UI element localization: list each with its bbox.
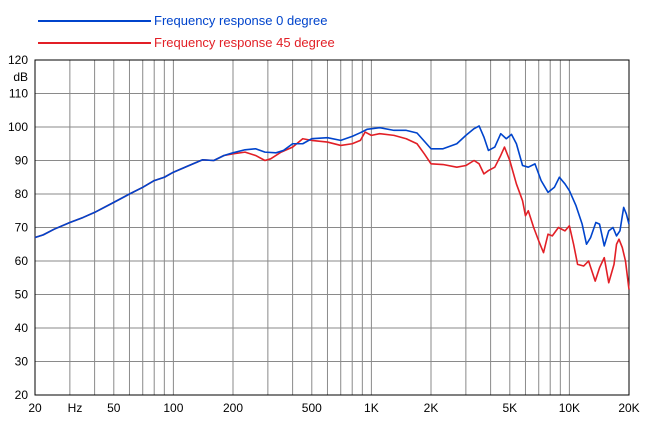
y-tick-label: 50 <box>15 288 29 302</box>
y-axis-label: dB <box>13 70 28 84</box>
y-axis-ticks: 20 30 40 50 60 70 80 90 100 110 120 <box>8 53 28 402</box>
legend-label-0-degree: Frequency response 0 degree <box>154 13 327 28</box>
x-axis-label: Hz <box>68 401 83 415</box>
legend-label-45-degree: Frequency response 45 degree <box>154 35 335 50</box>
x-tick-label: 500 <box>302 401 322 415</box>
x-tick-label: 1K <box>364 401 379 415</box>
y-tick-label: 40 <box>15 321 29 335</box>
y-tick-label: 100 <box>8 120 28 134</box>
x-tick-label: 20 <box>28 401 42 415</box>
x-tick-label: 50 <box>107 401 121 415</box>
grid <box>35 59 629 396</box>
series-lines <box>34 125 630 290</box>
x-tick-label: 200 <box>223 401 243 415</box>
x-tick-label: 100 <box>163 401 183 415</box>
legend: Frequency response 0 degree Frequency re… <box>38 13 335 50</box>
x-tick-label: 5K <box>502 401 517 415</box>
y-tick-label: 110 <box>9 87 28 101</box>
y-tick-label: 20 <box>15 388 29 402</box>
y-tick-label: 120 <box>8 53 28 67</box>
series-line-45-degree <box>34 131 630 290</box>
x-tick-label: 10K <box>559 401 580 415</box>
x-axis-ticks: 20 50 100 200 500 1K 2K 5K 10K 20K <box>28 401 639 415</box>
y-tick-label: 60 <box>15 254 29 268</box>
series-line-0-degree <box>34 125 630 247</box>
y-tick-label: 70 <box>15 221 29 235</box>
y-tick-label: 30 <box>15 355 29 369</box>
plot-frame <box>34 59 630 396</box>
y-tick-label: 90 <box>15 154 29 168</box>
x-tick-label: 2K <box>424 401 439 415</box>
x-tick-label: 20K <box>618 401 639 415</box>
y-tick-label: 80 <box>15 187 29 201</box>
